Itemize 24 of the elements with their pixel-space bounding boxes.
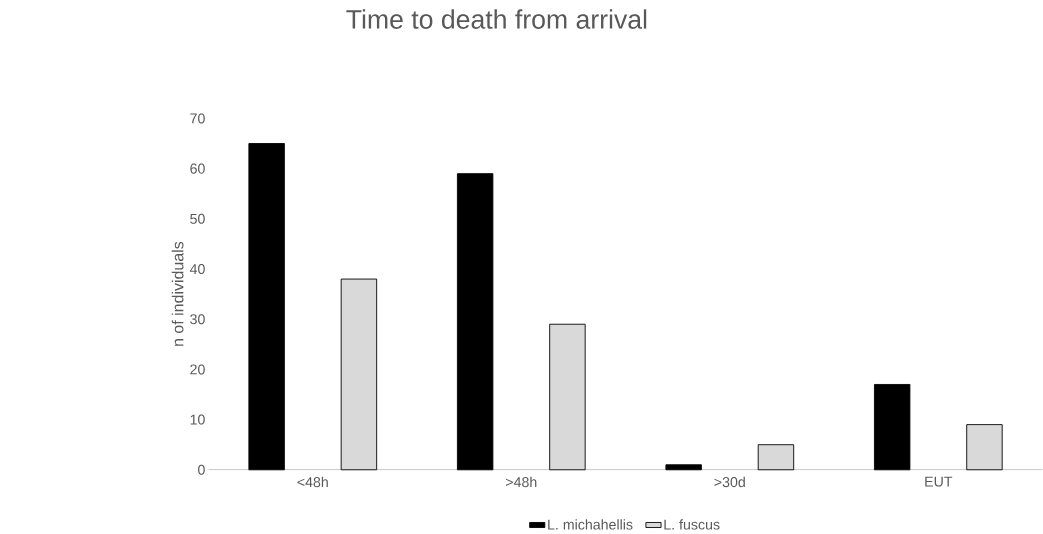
bar (757, 444, 795, 471)
x-tick-label: >48h (505, 476, 537, 487)
bar (248, 142, 285, 471)
x-tick-label: <48h (297, 476, 328, 487)
y-tick-label: 40 (189, 263, 205, 274)
bar (456, 173, 494, 471)
y-tick-label: 10 (190, 414, 205, 425)
chart-title: Time to death from arrival (346, 9, 647, 29)
x-tick-label: >30d (714, 476, 745, 487)
y-axis-title: n of individuals (171, 241, 184, 346)
bar (549, 323, 586, 471)
legend-label: L. michahellis (548, 519, 633, 530)
legend-label: L. fuscus (664, 519, 720, 530)
bar (966, 423, 1003, 471)
y-tick-label: 0 (198, 464, 205, 475)
y-tick-label: 60 (190, 163, 205, 174)
x-tick-label: EUT (925, 476, 953, 487)
bar (873, 383, 911, 471)
y-tick-label: 50 (190, 213, 205, 224)
bar (340, 278, 378, 471)
bar (665, 464, 702, 471)
y-tick-label: 20 (190, 364, 205, 375)
y-tick-label: 70 (190, 113, 205, 124)
y-tick-label: 30 (190, 314, 205, 325)
